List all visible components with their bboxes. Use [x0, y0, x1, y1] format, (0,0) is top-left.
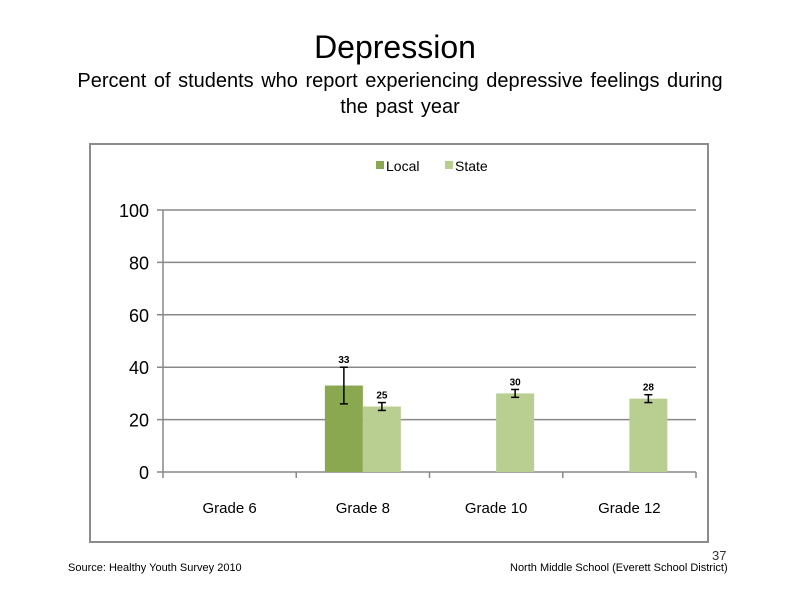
- source-note: Source: Healthy Youth Survey 2010: [68, 562, 242, 574]
- slide-number: 37: [712, 548, 727, 563]
- y-tick-label-0: 0: [139, 463, 149, 483]
- x-tick-label-grade-6: Grade 6: [203, 500, 257, 517]
- x-tick-label-grade-8: Grade 8: [336, 500, 390, 517]
- y-tick-label-20: 20: [129, 411, 149, 431]
- data-label-state-grade-10: 30: [510, 377, 522, 388]
- legend-label-state: State: [455, 158, 488, 174]
- y-tick-label-40: 40: [129, 358, 149, 378]
- y-tick-label-80: 80: [129, 253, 149, 273]
- slide-title: Depression: [314, 29, 476, 65]
- slide-subtitle: Percent of students who report experienc…: [77, 70, 723, 118]
- data-label-state-grade-8: 25: [376, 391, 388, 402]
- legend-swatch-state: [445, 161, 453, 169]
- school-name: North Middle School (Everett School Dist…: [510, 562, 728, 574]
- y-tick-label-60: 60: [129, 306, 149, 326]
- data-label-state-grade-12: 28: [643, 383, 655, 394]
- data-label-local-grade-8: 33: [338, 355, 350, 366]
- bar-state-grade-12: [629, 398, 668, 472]
- bar-state-grade-8: [362, 406, 401, 472]
- legend-swatch-local: [376, 161, 384, 169]
- bar-state-grade-10: [496, 393, 535, 472]
- y-tick-label-100: 100: [119, 201, 149, 221]
- x-tick-label-grade-10: Grade 10: [465, 500, 528, 517]
- x-tick-label-grade-12: Grade 12: [598, 500, 661, 517]
- legend-label-local: Local: [386, 158, 419, 174]
